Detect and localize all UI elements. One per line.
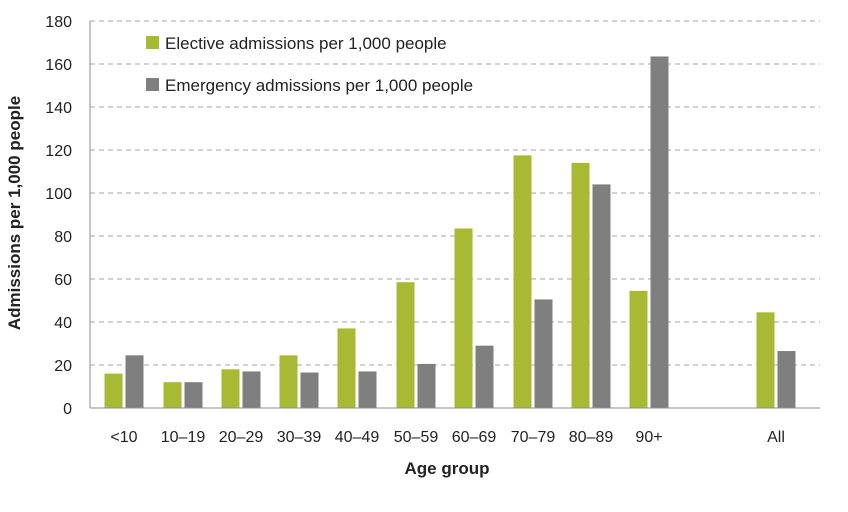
bar-elective bbox=[513, 155, 532, 408]
bar-elective bbox=[279, 355, 298, 408]
bar-emergency bbox=[592, 184, 611, 408]
x-tick-label: 10–19 bbox=[161, 429, 206, 446]
x-tick-label: 30–39 bbox=[277, 429, 322, 446]
y-tick-label: 20 bbox=[54, 358, 72, 375]
y-tick-label: 40 bbox=[54, 315, 72, 332]
y-tick-label: 80 bbox=[54, 229, 72, 246]
bar-emergency bbox=[358, 371, 377, 408]
x-axis-title: Age group bbox=[405, 459, 490, 478]
bar-elective bbox=[396, 282, 415, 408]
bar-emergency bbox=[777, 351, 796, 408]
x-tick-label: All bbox=[767, 429, 785, 446]
legend: Elective admissions per 1,000 people Eme… bbox=[146, 34, 473, 95]
bar-elective bbox=[337, 328, 356, 408]
legend-swatch-emergency bbox=[146, 78, 159, 91]
bar-elective bbox=[163, 382, 182, 408]
x-tick-label: 60–69 bbox=[452, 429, 497, 446]
x-tick-label: 40–49 bbox=[335, 429, 380, 446]
bar-elective bbox=[104, 373, 123, 408]
x-tick-label: 70–79 bbox=[511, 429, 556, 446]
x-tick-label: 80–89 bbox=[569, 429, 614, 446]
bar-elective bbox=[571, 162, 590, 408]
bar-emergency bbox=[125, 355, 144, 408]
x-tick-label: 50–59 bbox=[394, 429, 439, 446]
y-axis-title: Admissions per 1,000 people bbox=[5, 96, 24, 330]
bars bbox=[104, 56, 796, 408]
legend-label-elective: Elective admissions per 1,000 people bbox=[165, 34, 447, 53]
bar-elective bbox=[454, 228, 473, 408]
bar-emergency bbox=[300, 372, 319, 408]
y-tick-label: 140 bbox=[45, 100, 72, 117]
y-tick-label: 120 bbox=[45, 143, 72, 160]
y-tick-labels: 0 20 40 60 80 100 120 140 160 180 bbox=[45, 14, 72, 418]
y-tick-label: 160 bbox=[45, 57, 72, 74]
legend-swatch-elective bbox=[146, 36, 159, 49]
x-tick-label: 90+ bbox=[635, 429, 662, 446]
bar-emergency bbox=[475, 345, 494, 408]
y-tick-label: 180 bbox=[45, 14, 72, 31]
bar-emergency bbox=[534, 299, 553, 408]
bar-emergency bbox=[184, 382, 203, 408]
y-tick-label: 100 bbox=[45, 186, 72, 203]
y-tick-label: 60 bbox=[54, 272, 72, 289]
x-tick-label: 20–29 bbox=[219, 429, 264, 446]
bar-elective bbox=[756, 312, 775, 408]
legend-label-emergency: Emergency admissions per 1,000 people bbox=[165, 76, 473, 95]
bar-elective bbox=[221, 369, 240, 408]
y-tick-label: 0 bbox=[63, 401, 72, 418]
bar-elective bbox=[629, 290, 648, 408]
axes bbox=[89, 21, 820, 409]
bar-emergency bbox=[417, 363, 436, 408]
bar-emergency bbox=[650, 56, 669, 408]
bar-emergency bbox=[242, 371, 261, 408]
x-tick-label: <10 bbox=[110, 429, 137, 446]
x-tick-labels: <10 10–19 20–29 30–39 40–49 50–59 60–69 70–79 80… bbox=[110, 429, 784, 446]
